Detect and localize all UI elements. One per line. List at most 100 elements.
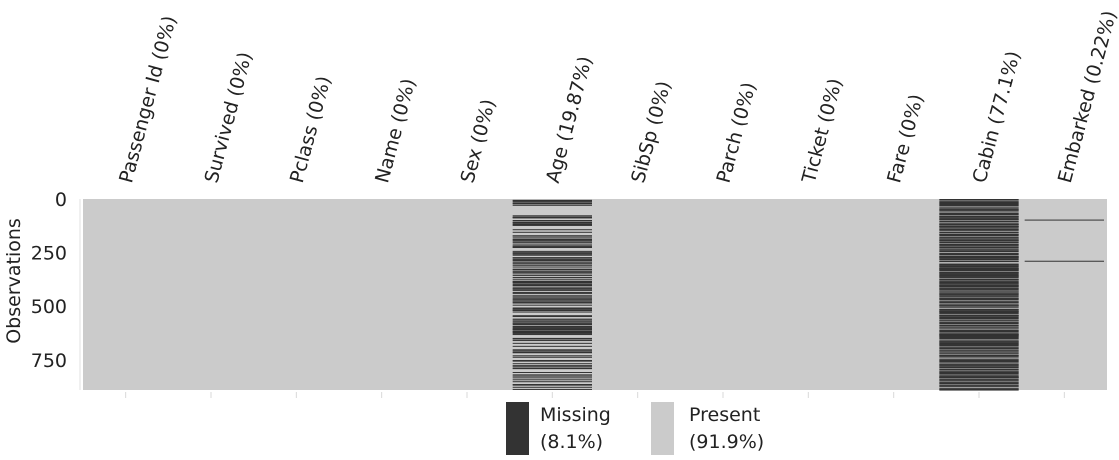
column-label: Ticket (0%) — [798, 76, 847, 186]
missing-segment — [512, 254, 592, 256]
missing-segment — [512, 264, 592, 266]
missing-segment — [939, 265, 1019, 267]
missing-segment — [512, 252, 592, 254]
missing-segment — [939, 289, 1019, 291]
missing-segment — [512, 310, 592, 312]
missing-segment — [939, 243, 1019, 245]
missing-segment — [512, 319, 592, 321]
missing-segment — [939, 380, 1019, 382]
y-tick-label: 500 — [31, 296, 67, 318]
missing-segment — [512, 257, 592, 259]
missing-segment — [939, 274, 1019, 276]
missing-segment — [939, 216, 1019, 218]
missing-segment — [939, 382, 1019, 385]
missing-segment — [512, 352, 592, 354]
missing-segment — [512, 308, 592, 310]
missing-segment — [939, 226, 1019, 228]
missing-segment — [939, 229, 1019, 231]
missing-segment — [512, 322, 592, 324]
missing-segment — [939, 297, 1019, 299]
missing-segment — [939, 284, 1019, 286]
missing-segment — [939, 329, 1019, 331]
missing-segment — [939, 302, 1019, 304]
column-label: Sex (0%) — [457, 97, 500, 185]
missing-segment — [512, 381, 592, 383]
legend-swatch-missing — [506, 402, 529, 455]
missing-segment — [939, 212, 1019, 216]
missing-segment — [512, 360, 592, 362]
missing-segment — [939, 283, 1019, 285]
missing-segment — [939, 267, 1019, 269]
missing-segment — [939, 231, 1019, 234]
missing-segment — [939, 279, 1019, 281]
missing-segment — [939, 266, 1019, 268]
legend: Missing (8.1%) Present (91.9%) — [506, 402, 764, 455]
missing-segment — [512, 287, 592, 289]
missing-segment — [512, 235, 592, 237]
missing-segment — [939, 208, 1019, 210]
missing-segment — [512, 333, 592, 335]
missing-segment — [939, 311, 1019, 313]
missing-segment — [512, 311, 592, 313]
missing-segment — [512, 217, 592, 219]
missing-segment — [512, 270, 592, 272]
legend-swatch-present — [651, 402, 674, 455]
missing-segment — [512, 349, 592, 351]
missing-segment — [512, 200, 592, 202]
missing-segment — [512, 345, 592, 347]
missing-segment — [939, 342, 1019, 344]
missing-segment — [512, 269, 592, 271]
column-label: SibSp (0%) — [627, 79, 675, 186]
y-tick-label: 750 — [31, 350, 67, 372]
legend-label-present: Present — [689, 404, 760, 426]
missing-segment — [512, 374, 592, 376]
missing-segment — [512, 229, 592, 231]
missing-segment — [512, 388, 592, 390]
missing-segment — [939, 324, 1019, 327]
missing-segment — [939, 229, 1019, 231]
missing-segment — [512, 296, 592, 298]
missing-segment — [939, 292, 1019, 294]
missing-segment — [512, 247, 592, 249]
missing-segment — [939, 201, 1019, 206]
missing-segment — [939, 246, 1019, 249]
missing-segment — [939, 315, 1019, 317]
missing-segment — [512, 231, 592, 233]
missing-segment — [939, 352, 1019, 354]
missing-segment — [939, 305, 1019, 307]
y-tick-label: 0 — [55, 189, 67, 211]
missing-segment — [512, 221, 592, 223]
missing-segment — [939, 253, 1019, 256]
missing-segment — [939, 287, 1019, 289]
legend-pct-present: (91.9%) — [689, 431, 764, 453]
missing-segment — [512, 240, 592, 242]
missing-segment — [512, 277, 592, 279]
missing-segment — [512, 307, 592, 309]
missing-segment — [939, 300, 1019, 302]
missing-segment — [512, 340, 592, 342]
missing-segment — [939, 322, 1019, 325]
column-label: Cabin (77.1%) — [969, 49, 1025, 186]
missing-segment — [1024, 219, 1104, 221]
missing-segment — [939, 365, 1019, 367]
missing-segment — [939, 282, 1019, 284]
plot-area — [83, 199, 1107, 391]
missing-segment — [512, 325, 592, 327]
missing-segment — [939, 385, 1019, 387]
missing-segment — [939, 268, 1019, 270]
missing-segment — [512, 301, 592, 303]
missing-segment — [512, 271, 592, 273]
missing-segment — [939, 328, 1019, 330]
column-label: Survived (0%) — [201, 50, 257, 186]
missing-segment — [939, 315, 1019, 317]
missing-segment — [512, 334, 592, 336]
missing-segment — [939, 269, 1019, 271]
missing-segment — [512, 273, 592, 275]
missing-segment — [512, 282, 592, 284]
missing-segment — [939, 387, 1019, 389]
column-label: Parch (0%) — [713, 80, 761, 185]
missing-segment — [939, 375, 1019, 377]
missing-segment — [512, 288, 592, 290]
missing-segment — [512, 323, 592, 325]
x-axis-ticks — [125, 392, 1065, 398]
